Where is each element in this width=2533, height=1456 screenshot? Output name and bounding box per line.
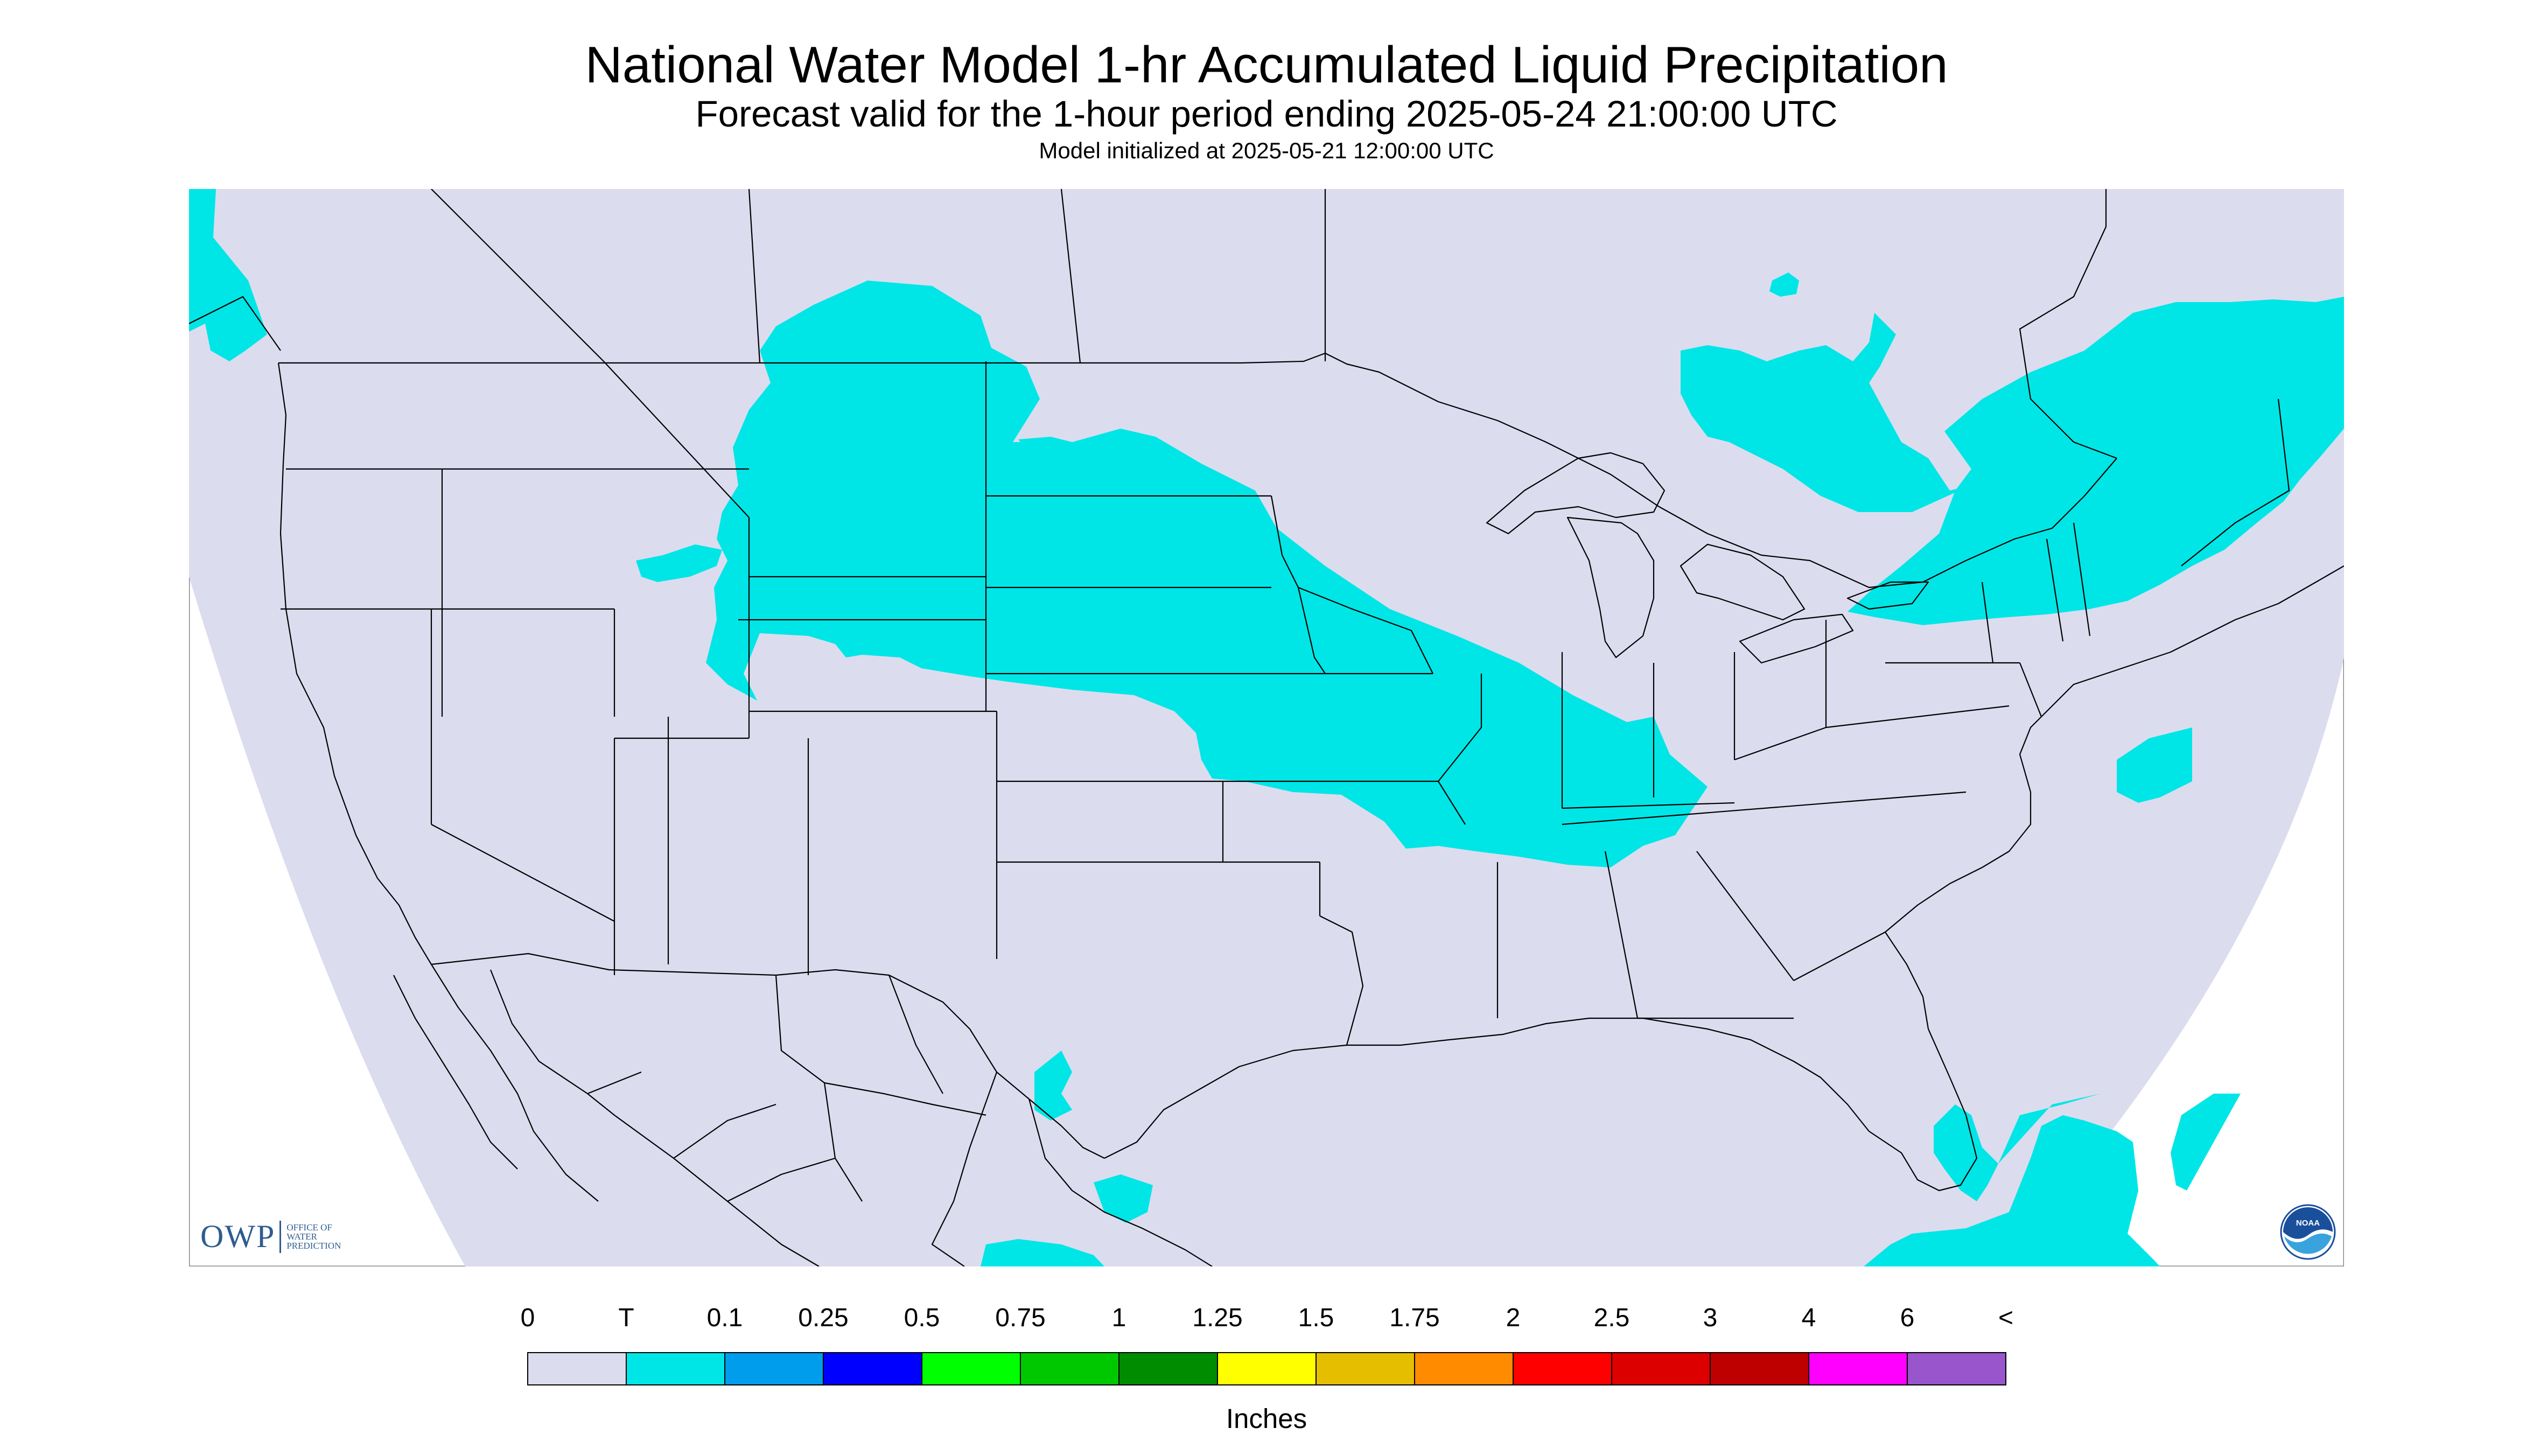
owp-logo: OWP OFFICE OF WATER PREDICTION [200,1218,341,1255]
owp-logo-divider [279,1220,282,1253]
precip-bahamas [1864,1115,2160,1266]
us-canada-border [278,352,2117,589]
legend-swatch [1217,1352,1317,1385]
legend-tick-label: 2 [1506,1304,1521,1332]
precip-nebraska-patch [1018,437,1072,453]
noaa-logo: NOAA [2280,1204,2336,1260]
legend-tick-label: 1 [1111,1304,1126,1332]
noaa-logo-text: NOAA [2296,1219,2320,1228]
legend-swatch [921,1352,1021,1385]
legend-tick-label: 2.5 [1593,1304,1630,1332]
atlantic-coast [1884,565,2344,1030]
canada-provinces [189,189,2290,566]
precip-mexico-south [981,1239,1104,1266]
legend-swatch [1907,1352,2006,1385]
owp-logo-text: OWP [200,1219,276,1254]
baja-california [393,964,599,1202]
legend-swatch [1513,1352,1612,1385]
precip-mexico-east [1094,1174,1153,1223]
legend-swatch [1316,1352,1415,1385]
legend-tick-label: < [1998,1304,2014,1332]
precip-mexico-plateau [1034,1051,1072,1121]
state-lines-central [985,361,1482,1046]
great-lakes [1486,452,1929,664]
legend-swatch [1118,1352,1218,1385]
legend-tick-label: 4 [1801,1304,1816,1332]
legend-swatch [1020,1352,1119,1385]
precip-atlantic-east [2171,1094,2241,1191]
legend-units: Inches [1226,1403,1307,1434]
mexico-states [489,969,1213,1266]
precip-northwest-coast [189,189,267,361]
owp-logo-line-3: PREDICTION [286,1241,341,1251]
precip-areas [189,189,2344,1266]
model-init-line: Model initialized at 2025-05-21 12:00:00… [1039,138,1494,163]
legend-swatch [1808,1352,1908,1385]
owp-logo-line-2: WATER [286,1231,318,1242]
color-legend [527,1352,2006,1385]
precip-ontario-quebec [1681,313,1971,512]
legend-swatch [724,1352,824,1385]
owp-logo-subtext: OFFICE OF WATER PREDICTION [286,1223,341,1250]
legend-tick-label: 0.75 [995,1304,1046,1332]
legend-tick-label: 1.75 [1389,1304,1440,1332]
legend-tick-label: T [618,1304,634,1332]
legend-swatch [626,1352,725,1385]
us-pacific-coast [277,362,432,965]
legend-tick-label: 1.25 [1192,1304,1243,1332]
owp-logo-line-1: OFFICE OF [286,1222,332,1233]
precip-idaho-patch [636,544,722,582]
legend-tick-label: 0.1 [706,1304,743,1332]
map-subtitle: Forecast valid for the 1-hour period end… [695,93,1838,135]
legend-tick-label: 0 [520,1304,535,1332]
legend-tick-label: 0.25 [798,1304,849,1332]
gulf-coast [1104,1017,1978,1192]
boundary-lines [189,189,2344,1266]
precip-northeast-band [1848,297,2344,625]
state-lines-west [281,361,998,975]
legend-swatch [527,1352,627,1385]
state-lines-east [1496,522,2091,1019]
precipitation-map [189,189,2344,1266]
legend-tick-label: 3 [1703,1304,1718,1332]
legend-swatch [1414,1352,1514,1385]
precip-atlantic-patch [2117,727,2192,803]
legend-swatch [823,1352,922,1385]
legend-tick-label: 0.5 [904,1304,940,1332]
precip-florida [1934,1104,1998,1201]
precip-plains-band [706,281,1708,867]
us-mexico-border [431,953,1105,1159]
legend-swatch [1611,1352,1711,1385]
legend-tick-label: 1.5 [1298,1304,1334,1332]
legend-swatch [1710,1352,1809,1385]
map-title: National Water Model 1-hr Accumulated Li… [585,36,1948,94]
legend-tick-label: 6 [1900,1304,1915,1332]
precip-quebec-small [1769,272,1799,297]
precip-atlantic-southeast [1998,1094,2101,1164]
